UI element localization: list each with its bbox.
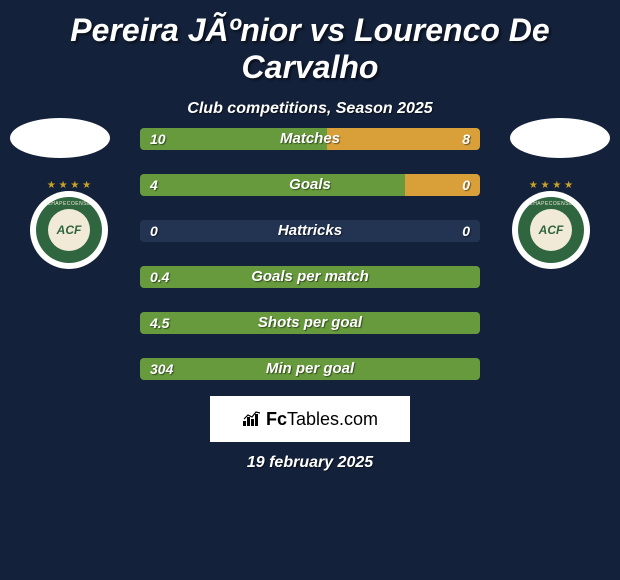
club-badge-text: ACF <box>48 209 90 251</box>
club-badge-right: ★ ★ ★ ★ CHAPECOENSE ACF <box>510 180 592 262</box>
club-badge-text: ACF <box>530 209 572 251</box>
player-avatar-left <box>10 118 110 158</box>
club-badge-left: ★ ★ ★ ★ CHAPECOENSE ACF <box>28 180 110 262</box>
stat-row: Goals4 0 <box>140 174 480 196</box>
stat-value-left: 0 <box>150 220 158 242</box>
footer-date: 19 february 2025 <box>0 454 620 472</box>
stat-label: Shots per goal <box>140 312 480 334</box>
stat-value-left: 10 <box>150 128 166 150</box>
stat-value-left: 304 <box>150 358 173 380</box>
stats-bars: Matches108Goals40Hattricks00Goals per ma… <box>140 128 480 404</box>
stat-row: Matches10 8 <box>140 128 480 150</box>
star-icon: ★ ★ ★ ★ <box>510 180 592 191</box>
stat-value-right: 8 <box>462 128 470 150</box>
stat-row: Hattricks0 0 <box>140 220 480 242</box>
stat-value-left: 4 <box>150 174 158 196</box>
page-subtitle: Club competitions, Season 2025 <box>0 100 620 118</box>
stat-value-right: 0 <box>462 220 470 242</box>
brand-text: FcTables.com <box>266 409 378 430</box>
stat-row: Min per goal304 <box>140 358 480 380</box>
stat-value-left: 0.4 <box>150 266 169 288</box>
stat-value-right: 0 <box>462 174 470 196</box>
star-icon: ★ ★ ★ ★ <box>28 180 110 191</box>
stat-label: Hattricks <box>140 220 480 242</box>
stat-row: Shots per goal4.5 <box>140 312 480 334</box>
player-avatar-right <box>510 118 610 158</box>
stat-label: Min per goal <box>140 358 480 380</box>
stat-label: Matches <box>140 128 480 150</box>
stat-value-left: 4.5 <box>150 312 169 334</box>
stat-label: Goals per match <box>140 266 480 288</box>
stat-row: Goals per match0.4 <box>140 266 480 288</box>
page-title: Pereira JÃºnior vs Lourenco De Carvalho <box>0 0 620 86</box>
brand-box: FcTables.com <box>210 396 410 442</box>
chart-icon <box>242 411 262 427</box>
stat-label: Goals <box>140 174 480 196</box>
